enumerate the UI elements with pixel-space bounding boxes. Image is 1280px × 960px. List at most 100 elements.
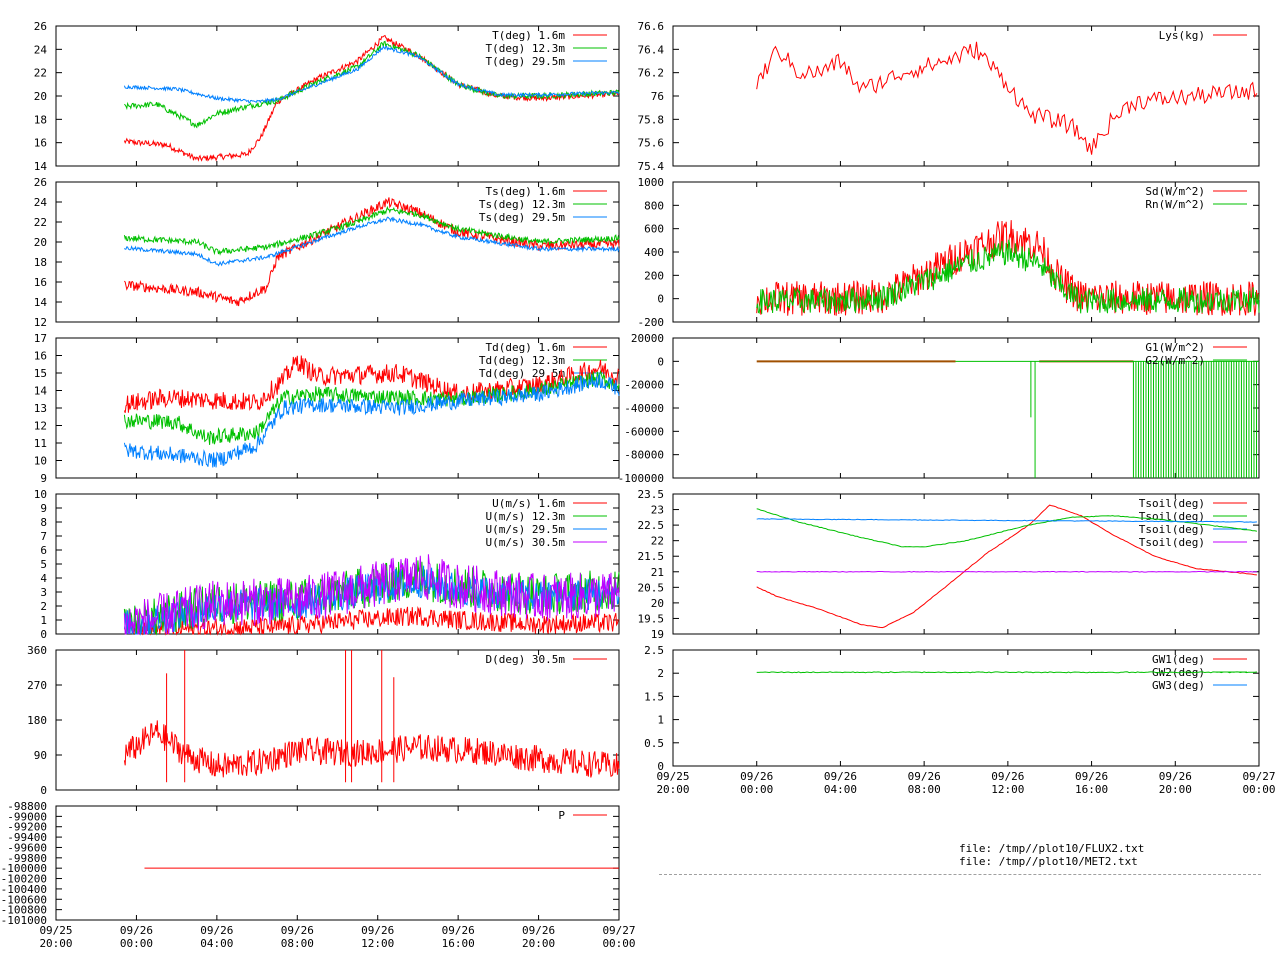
x-tick-label-time: 04:00 [200, 937, 233, 950]
plot-frame [55, 649, 620, 791]
y-tick-label: 2.5 [644, 644, 664, 657]
panel-d: 0 90 180 270 360 D(deg) 30.5m [27, 644, 620, 797]
y-tick-label: 19 [651, 628, 664, 641]
y-tick-label: 1000 [638, 176, 665, 189]
y-tick-label: -98800 [7, 800, 47, 813]
x-tick-label-date: 09/26 [824, 770, 857, 783]
y-tick-label: 16 [34, 276, 47, 289]
series-rad-0 [756, 220, 1260, 316]
legend-label: G1(W/m^2) [1145, 341, 1205, 354]
y-tick-label: 13 [34, 402, 47, 415]
series-gw-1 [756, 671, 1257, 674]
y-tick-label: 18 [34, 113, 47, 126]
x-tick-label-time: 08:00 [908, 783, 941, 796]
x-tick-label-time: 20:00 [39, 937, 72, 950]
y-tick-label: -100800 [1, 904, 47, 917]
y-tick-label: -99000 [7, 810, 47, 823]
x-tick-label-time: 04:00 [824, 783, 857, 796]
y-tick-label: -40000 [624, 402, 664, 415]
y-tick-label: 180 [27, 714, 47, 727]
series-tsoil-2 [756, 518, 1257, 523]
panel-t: 14 16 18 20 22 24 26 T(deg) 1.6mT(deg) 12.3mT(d… [34, 20, 620, 173]
legend-label: Td(deg) 12.3m [479, 354, 565, 367]
x-tick-label-date: 09/26 [1159, 770, 1192, 783]
y-tick-label: 0.5 [644, 737, 664, 750]
y-tick-label: 19.5 [638, 612, 665, 625]
y-tick-label: 76.4 [638, 43, 665, 56]
y-tick-label: -60000 [624, 425, 664, 438]
y-tick-label: 75.4 [638, 160, 665, 173]
legend-label: T(deg) 12.3m [486, 42, 566, 55]
y-tick-label: 22 [34, 67, 47, 80]
legend-label: GW3(deg) [1152, 679, 1205, 692]
y-tick-label: 2 [657, 667, 664, 680]
y-tick-label: 26 [34, 20, 47, 33]
y-tick-label: -200 [638, 316, 665, 329]
series-td-2 [123, 373, 620, 468]
y-tick-label: 9 [40, 472, 47, 485]
y-tick-label: 16 [34, 350, 47, 363]
y-tick-label: -99800 [7, 852, 47, 865]
panel-gw: 00.511.522.509/2520:0009/2600:0009/2604:… [644, 644, 1275, 796]
legend-label: GW1(deg) [1152, 653, 1205, 666]
y-tick-label: -99600 [7, 841, 47, 854]
x-tick-label-date: 09/27 [602, 924, 635, 937]
y-tick-label: 21 [651, 566, 664, 579]
x-tick-label-time: 16:00 [442, 937, 475, 950]
y-tick-label: 26 [34, 176, 47, 189]
series-t-0 [123, 34, 620, 162]
legend-label: T(deg) 29.5m [486, 55, 566, 68]
legend-label: T(deg) 1.6m [492, 29, 565, 42]
y-tick-label: 22 [651, 535, 664, 548]
y-tick-label: 1 [657, 714, 664, 727]
y-tick-label: 76.6 [638, 20, 665, 33]
series-d-0 [123, 720, 620, 778]
legend-label: Tsoil(deg) [1139, 536, 1205, 549]
plot-frame [672, 649, 1260, 767]
y-tick-label: 400 [644, 246, 664, 259]
x-tick-label-date: 09/26 [200, 924, 233, 937]
legend-label: Sd(W/m^2) [1145, 185, 1205, 198]
y-tick-label: 17 [34, 332, 47, 345]
y-tick-label: 10 [34, 488, 47, 501]
x-tick-label-time: 00:00 [602, 937, 635, 950]
x-tick-label-time: 16:00 [1075, 783, 1108, 796]
y-tick-label: 23 [651, 504, 664, 517]
divider-line [659, 874, 1261, 875]
y-tick-label: 76.2 [638, 67, 665, 80]
y-tick-label: 360 [27, 644, 47, 657]
plot-frame [55, 805, 620, 921]
x-tick-label-time: 00:00 [1242, 783, 1275, 796]
series-lys-0 [756, 41, 1258, 155]
y-tick-label: -100600 [1, 893, 47, 906]
y-tick-label: 24 [34, 43, 48, 56]
series-rad-1 [756, 239, 1260, 314]
y-tick-label: 200 [644, 269, 664, 282]
y-tick-label: -99200 [7, 821, 47, 834]
y-tick-label: 7 [40, 530, 47, 543]
y-tick-label: 12 [34, 420, 47, 433]
x-tick-label-date: 09/26 [522, 924, 555, 937]
legend-label: Td(deg) 29.5m [479, 367, 565, 380]
legend-label: Ts(deg) 1.6m [486, 185, 566, 198]
y-tick-label: -20000 [624, 379, 664, 392]
y-tick-label: 76 [651, 90, 664, 103]
y-tick-label: 8 [40, 516, 47, 529]
y-tick-label: 5 [40, 558, 47, 571]
x-tick-label-time: 20:00 [1159, 783, 1192, 796]
plot-frame [55, 181, 620, 323]
y-tick-label: 20.5 [638, 581, 665, 594]
series-u-0 [123, 605, 620, 636]
x-tick-label-date: 09/25 [39, 924, 72, 937]
y-tick-label: 0 [657, 293, 664, 306]
y-tick-label: 12 [34, 316, 47, 329]
y-tick-label: 20 [34, 90, 47, 103]
x-tick-label-date: 09/26 [1075, 770, 1108, 783]
legend-label: U(m/s) 12.3m [486, 510, 566, 523]
y-tick-label: -80000 [624, 449, 664, 462]
x-tick-label-date: 09/25 [656, 770, 689, 783]
series-u-3 [123, 554, 620, 635]
